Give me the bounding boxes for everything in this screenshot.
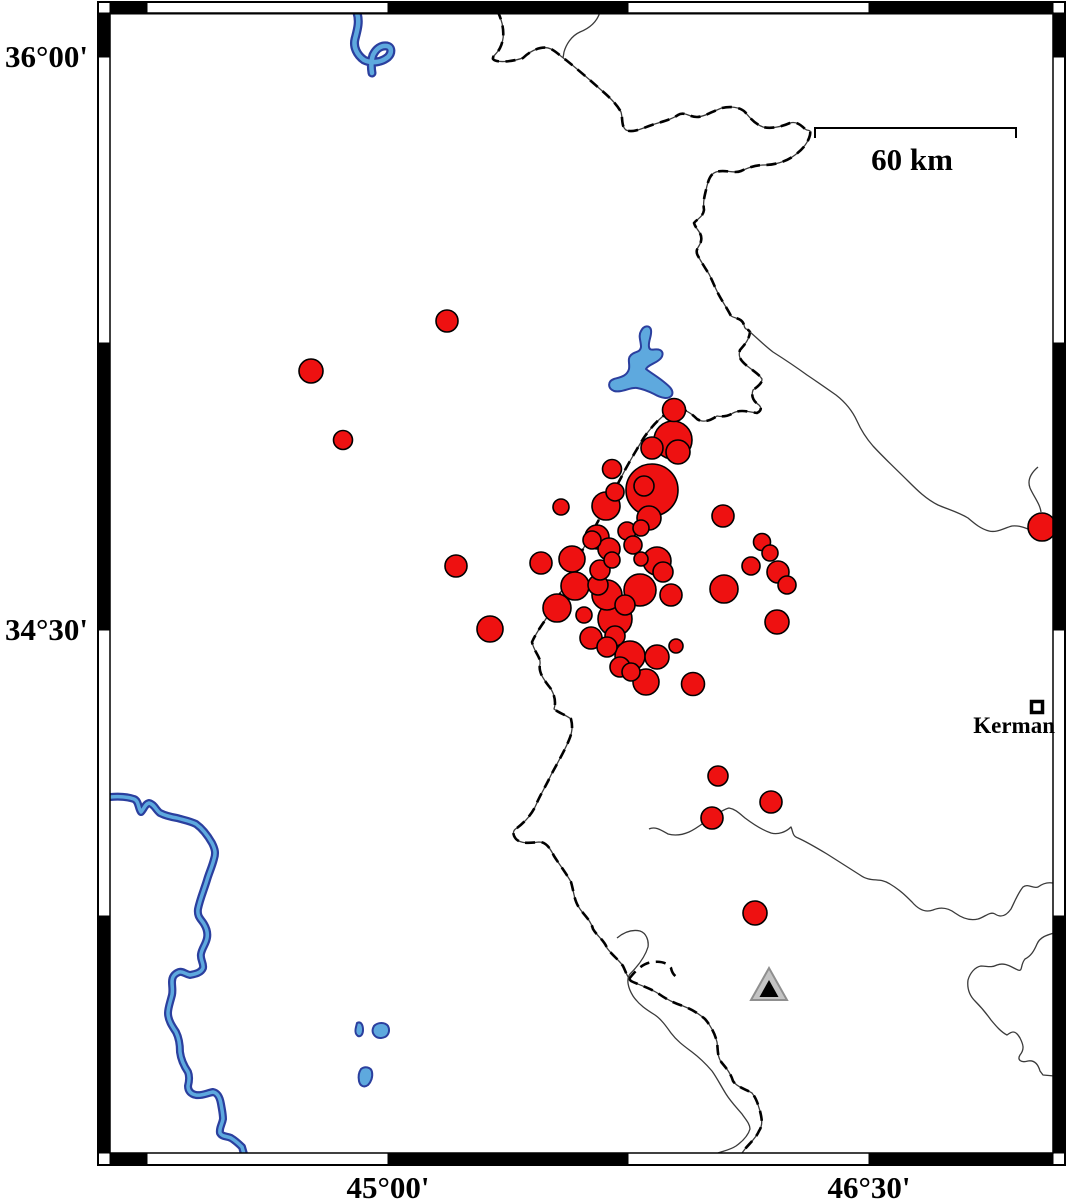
boundary-line-solid — [967, 932, 1053, 1077]
lon-tick-label-46-30: 46°30' — [827, 1170, 910, 1203]
map-frame — [97, 1, 1066, 1166]
frame-segment — [868, 1152, 1054, 1166]
frame-segment — [97, 56, 111, 344]
lake — [357, 1066, 374, 1088]
epicenter-marker — [582, 530, 602, 550]
epicenter-marker — [711, 504, 735, 528]
city-marker-layer — [1029, 699, 1045, 715]
epicenter-marker — [633, 475, 655, 497]
epicenter-marker — [298, 358, 324, 384]
boundary-line-solid — [616, 929, 751, 1153]
epicenter-marker — [640, 436, 664, 460]
epicenter-marker — [700, 806, 724, 830]
epicenter-marker — [741, 556, 761, 576]
frame-segment — [387, 1152, 629, 1166]
frame-segment — [1052, 56, 1066, 344]
labels-layer: 36°00' 34°30' 45°00' 46°30' 60 km Kerman — [5, 39, 1055, 1203]
station-layer — [749, 965, 789, 1001]
frame-segment — [146, 1, 389, 15]
scale-bar — [814, 127, 1017, 138]
frame-segment — [1052, 342, 1066, 631]
river — [352, 13, 394, 76]
frame-segment — [109, 1152, 148, 1166]
epicenter-marker — [659, 583, 683, 607]
boundary-line-solid — [749, 331, 1043, 535]
boundary-line-solid — [562, 13, 601, 59]
epicenter-marker — [777, 575, 797, 595]
lat-tick-label-34-30: 34°30' — [5, 612, 88, 647]
scale-bar-line — [814, 127, 1017, 138]
frame-segment — [97, 12, 111, 58]
water-layer — [110, 13, 674, 1153]
frame-inner-line — [109, 12, 1054, 1154]
epicenter-marker — [665, 439, 691, 465]
epicenter-marker — [529, 551, 553, 575]
epicenter-marker — [558, 545, 586, 573]
lake — [608, 325, 674, 399]
frame-segment — [1052, 629, 1066, 917]
epicenters-layer — [298, 309, 1053, 926]
frame-segment — [387, 1, 629, 15]
epicenter-marker — [605, 482, 625, 502]
epicenter-marker — [709, 574, 739, 604]
epicenter-marker — [644, 644, 670, 670]
lat-tick-label-36-00: 36°00' — [5, 39, 88, 74]
boundary-line-dashed — [627, 960, 680, 980]
epicenter-marker — [476, 615, 504, 643]
epicenter-marker — [759, 790, 783, 814]
epicenter-marker — [761, 544, 779, 562]
epicenter-marker — [552, 498, 570, 516]
frame-segment — [868, 1, 1054, 15]
epicenter-marker — [742, 900, 768, 926]
epicenter-marker — [632, 519, 650, 537]
epicenter-marker — [707, 765, 729, 787]
frame-segment — [1052, 915, 1066, 1154]
frame-segment — [97, 629, 111, 917]
frame-segment — [109, 1, 148, 15]
epicenter-marker — [764, 609, 790, 635]
city-label: Kerman — [973, 713, 1055, 738]
frame-segment — [1052, 12, 1066, 58]
frame-segment — [627, 1152, 870, 1166]
frame-outer-line — [97, 1, 1066, 1166]
epicenter-marker — [435, 309, 459, 333]
epicenter-marker — [661, 397, 687, 423]
boundary-line-solid — [1028, 466, 1042, 513]
epicenter-marker — [332, 429, 354, 451]
epicenter-marker — [623, 535, 643, 555]
lake — [354, 1021, 364, 1038]
epicenter-marker — [603, 551, 621, 569]
epicenter-marker — [614, 594, 636, 616]
epicenter-marker — [668, 638, 684, 654]
river — [110, 792, 248, 1153]
frame-segment — [97, 915, 111, 1154]
epicenter-marker — [444, 554, 468, 578]
borders-layer — [491, 13, 1053, 1153]
frame-segment — [97, 342, 111, 631]
scale-bar-label: 60 km — [871, 142, 953, 177]
station-triangle-inner-icon — [759, 980, 779, 997]
epicenter-marker — [621, 662, 641, 682]
frame-segment — [146, 1152, 389, 1166]
epicenter-marker — [542, 593, 572, 623]
epicenter-marker — [652, 561, 674, 583]
epicenter-marker — [601, 458, 623, 480]
boundary-line-dashed — [491, 13, 812, 1153]
lon-tick-label-45-00: 45°00' — [346, 1170, 429, 1203]
river — [110, 794, 246, 1153]
epicenter-marker — [596, 636, 618, 658]
epicenter-marker — [633, 551, 649, 567]
epicenter-marker — [1027, 512, 1053, 542]
epicenter-marker — [575, 606, 593, 624]
city-square-icon — [1029, 699, 1045, 715]
frame-segment — [627, 1, 870, 15]
lake — [371, 1022, 390, 1039]
epicenter-marker — [680, 671, 706, 697]
